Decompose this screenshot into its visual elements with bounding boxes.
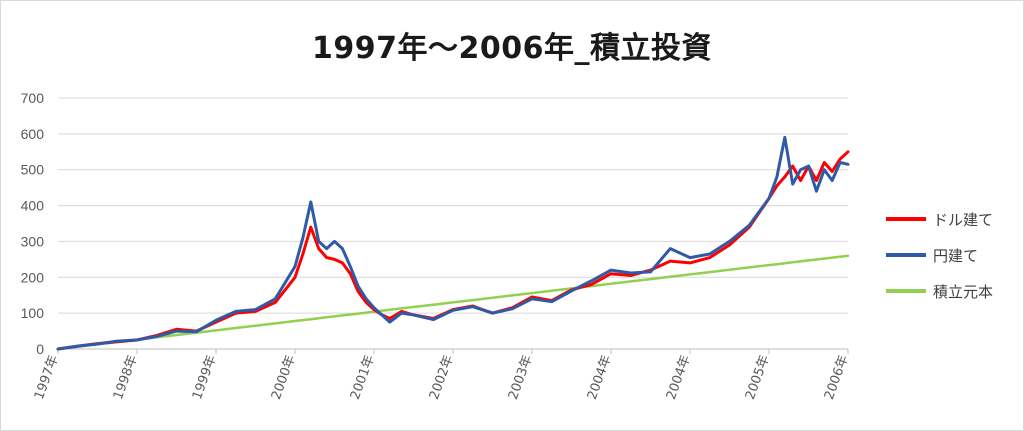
legend: ドル建て円建て積立元本: [886, 201, 993, 309]
x-tick-label: 2006年: [822, 353, 852, 401]
y-tick-label: 600: [21, 126, 45, 142]
x-tick-label: 2003年: [506, 353, 536, 401]
legend-item: 積立元本: [886, 273, 993, 309]
legend-swatch: [886, 217, 926, 221]
y-tick-label: 400: [21, 198, 45, 214]
x-tick-label: 2002年: [427, 353, 457, 401]
series-line-2: [56, 254, 850, 351]
legend-label: 円建て: [933, 246, 979, 265]
y-tick-label: 300: [21, 233, 45, 249]
x-tick-label: 2001年: [348, 353, 378, 401]
y-tick-label: 700: [21, 90, 45, 106]
y-tick-label: 500: [21, 162, 45, 178]
legend-label: 積立元本: [933, 282, 994, 301]
legend-swatch: [886, 253, 926, 257]
x-tick-label: 2004年: [664, 353, 694, 401]
legend-swatch: [886, 289, 926, 293]
legend-item: ドル建て: [886, 201, 993, 237]
series-line-0: [56, 150, 850, 351]
y-tick-label: 0: [36, 341, 44, 357]
legend-item: 円建て: [886, 237, 993, 273]
y-tick-label: 100: [21, 305, 45, 321]
x-tick-label: 2004年: [585, 353, 615, 401]
chart-title: 1997年～2006年_積立投資: [312, 31, 712, 66]
y-tick-label: 200: [21, 269, 45, 285]
legend-label: ドル建て: [933, 210, 994, 229]
x-tick-label: 1999年: [190, 353, 220, 401]
x-tick-label: 2005年: [743, 353, 773, 401]
x-tick-label: 1997年: [32, 353, 62, 401]
x-tick-label: 1998年: [111, 353, 141, 401]
x-tick-label: 2000年: [269, 353, 299, 401]
series-line-1: [56, 135, 850, 351]
